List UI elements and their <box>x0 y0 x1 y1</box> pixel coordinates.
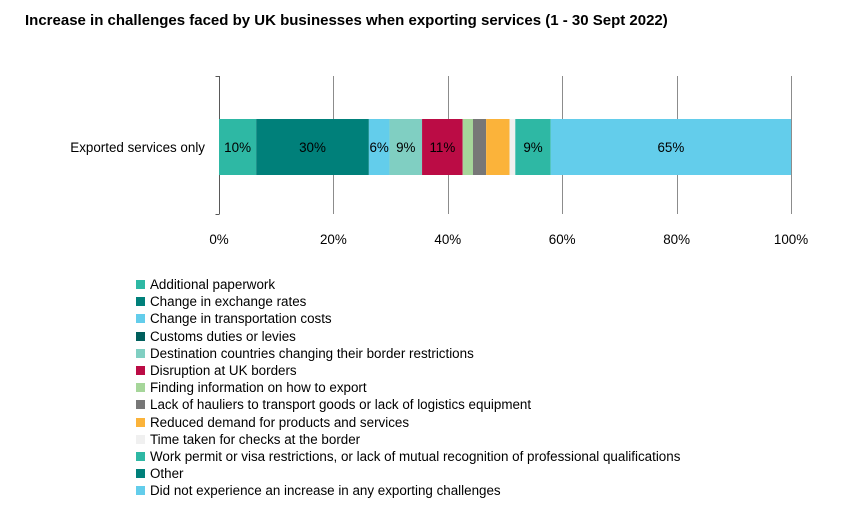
legend-label: Other <box>150 466 184 482</box>
legend-item: Work permit or visa restrictions, or lac… <box>136 448 680 465</box>
legend-swatch <box>136 400 145 410</box>
legend-item: Change in transportation costs <box>136 310 680 327</box>
legend-item: Reduced demand for products and services <box>136 414 680 431</box>
legend-label: Reduced demand for products and services <box>150 414 410 430</box>
legend-label: Change in transportation costs <box>150 311 332 327</box>
chart-title: Increase in challenges faced by UK busin… <box>25 12 668 29</box>
bar-segments <box>219 119 791 175</box>
legend-label: Disruption at UK borders <box>150 363 297 379</box>
legend-item: Other <box>136 465 680 482</box>
legend-swatch <box>136 469 145 479</box>
bar-segment <box>368 119 390 175</box>
bar-segment <box>462 119 473 175</box>
legend-label: Additional paperwork <box>150 277 276 293</box>
legend-label: Did not experience an increase in any ex… <box>150 483 501 499</box>
legend-item: Lack of hauliers to transport goods or l… <box>136 396 680 413</box>
legend-swatch <box>136 486 145 496</box>
legend-label: Lack of hauliers to transport goods or l… <box>150 397 532 413</box>
legend-item: Did not experience an increase in any ex… <box>136 482 680 499</box>
data-label: 11% <box>429 140 455 155</box>
legend-label: Change in exchange rates <box>150 294 307 310</box>
legend-item: Destination countries changing their bor… <box>136 345 680 362</box>
legend-label: Customs duties or levies <box>150 328 296 344</box>
legend-swatch <box>136 383 145 393</box>
legend-swatch <box>136 348 145 358</box>
data-label: 30% <box>299 140 326 155</box>
legend: Additional paperwork Change in exchange r… <box>136 276 680 499</box>
legend-item: Time taken for checks at the border <box>136 431 680 448</box>
legend-label: Destination countries changing their bor… <box>150 345 474 361</box>
legend-item: Change in exchange rates <box>136 293 680 310</box>
bar-segment <box>472 119 487 175</box>
legend-swatch <box>136 314 145 324</box>
legend-label: Finding information on how to export <box>150 380 367 396</box>
bar-segment <box>509 119 516 175</box>
bar-segment <box>422 119 463 175</box>
x-tick-label: 100% <box>774 232 808 247</box>
bar-segment <box>219 119 257 175</box>
legend-swatch <box>136 331 145 341</box>
x-tick-label: 80% <box>663 232 690 247</box>
legend-label: Time taken for checks at the border <box>150 431 361 447</box>
legend-swatch <box>136 417 145 427</box>
data-label: 6% <box>369 140 388 155</box>
bar-segment <box>550 119 791 175</box>
legend-item: Additional paperwork <box>136 276 680 293</box>
bar-segment <box>486 119 510 175</box>
bar-segment <box>515 119 551 175</box>
axis <box>215 76 220 215</box>
category-label: Exported services only <box>70 140 205 155</box>
bar-segment <box>256 119 369 175</box>
legend-item: Disruption at UK borders <box>136 362 680 379</box>
category-labels: Exported services only <box>70 140 205 155</box>
data-label: 9% <box>523 140 542 155</box>
x-tick-label: 40% <box>434 232 461 247</box>
x-tick-label: 20% <box>320 232 347 247</box>
data-labels: 10% 30% 6% 9% 11% 9% 65% <box>224 140 684 155</box>
legend-label: Work permit or visa restrictions, or lac… <box>150 448 681 464</box>
x-tick-label: 60% <box>549 232 576 247</box>
bar-segment <box>389 119 423 175</box>
x-tick-labels: 0% 20% 40% 60% 80% 100% <box>209 232 808 247</box>
legend-swatch <box>136 280 145 290</box>
legend-swatch <box>136 451 145 461</box>
legend-swatch <box>136 366 145 376</box>
data-label: 65% <box>657 140 684 155</box>
data-label: 9% <box>396 140 415 155</box>
legend-swatch <box>136 434 145 444</box>
data-label: 10% <box>224 140 251 155</box>
legend-item: Finding information on how to export <box>136 379 680 396</box>
legend-swatch <box>136 297 145 307</box>
legend-item: Customs duties or levies <box>136 328 680 345</box>
x-tick-label: 0% <box>209 232 228 247</box>
